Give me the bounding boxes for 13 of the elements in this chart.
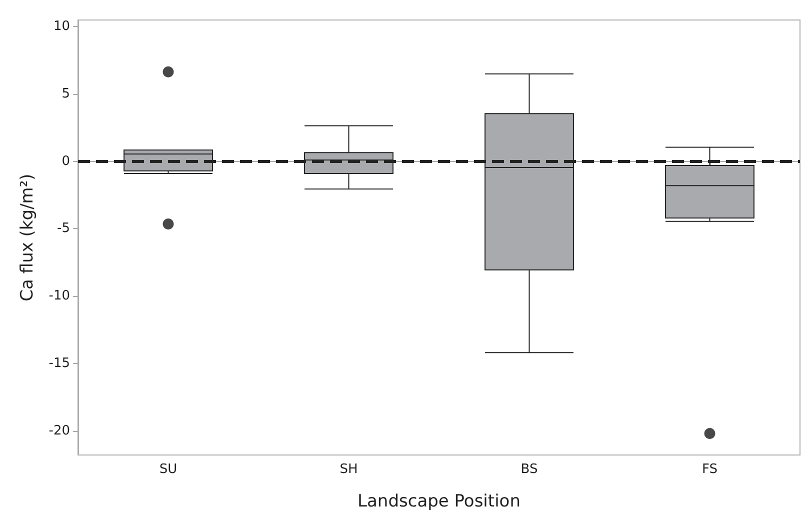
x-tick-label: FS (702, 462, 718, 477)
x-axis-title: Landscape Position (358, 492, 520, 512)
y-tick-label: -15 (48, 356, 70, 371)
y-tick-label: 5 (62, 86, 70, 102)
x-tick-label: SU (159, 462, 178, 477)
x-tick-label: SH (340, 462, 358, 477)
y-tick-label: -5 (57, 221, 70, 236)
y-tick-label: 10 (53, 19, 70, 34)
y-tick-label: -10 (48, 288, 70, 304)
y-tick-label: -20 (48, 423, 70, 438)
x-tick-label: BS (520, 462, 538, 477)
y-tick-label: 0 (62, 154, 70, 169)
y-axis-title: Ca flux (kg/m²) (18, 174, 38, 302)
